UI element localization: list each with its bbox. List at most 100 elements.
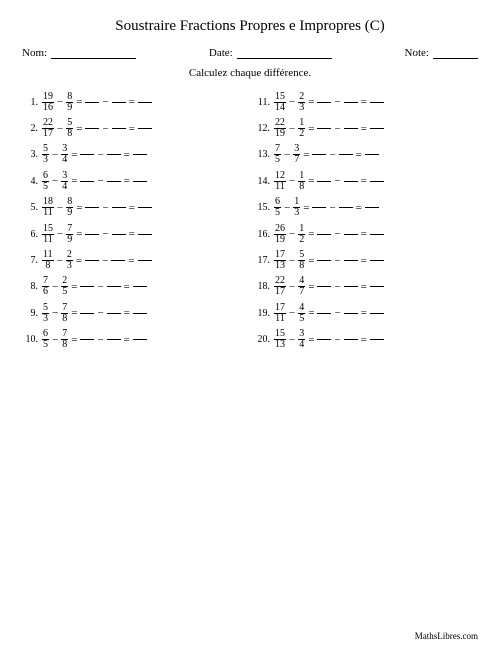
minus-sign: − xyxy=(289,281,295,293)
blank-fraction[interactable] xyxy=(312,148,326,161)
blank-fraction[interactable] xyxy=(80,148,94,161)
blank-fraction[interactable] xyxy=(370,228,384,241)
fraction: 65 xyxy=(42,171,49,192)
blank-fraction[interactable] xyxy=(365,148,379,161)
blank-fraction[interactable] xyxy=(344,254,358,267)
blank-fraction[interactable] xyxy=(317,122,331,135)
blank-fraction[interactable] xyxy=(85,201,99,214)
blank-fraction[interactable] xyxy=(344,122,358,135)
blank-fraction[interactable] xyxy=(370,280,384,293)
blank-fraction[interactable] xyxy=(111,254,125,267)
blank-fraction[interactable] xyxy=(107,333,121,346)
blank-fraction[interactable] xyxy=(80,175,94,188)
problem-number: 14. xyxy=(254,176,270,187)
blank-fraction[interactable] xyxy=(339,201,353,214)
blank-fraction[interactable] xyxy=(138,96,152,109)
blank-fraction[interactable] xyxy=(112,201,126,214)
blank-fraction[interactable] xyxy=(370,96,384,109)
fraction: 78 xyxy=(61,303,68,324)
blank-fraction[interactable] xyxy=(133,307,147,320)
equals-sign: = xyxy=(129,228,135,240)
blank-fraction[interactable] xyxy=(344,280,358,293)
blank-fraction[interactable] xyxy=(138,254,152,267)
blank-fraction[interactable] xyxy=(133,280,147,293)
blank-fraction[interactable] xyxy=(317,96,331,109)
equals-sign: = xyxy=(76,123,82,135)
blank-fraction[interactable] xyxy=(133,148,147,161)
blank-fraction[interactable] xyxy=(317,307,331,320)
minus-sign: − xyxy=(102,228,108,240)
blank-fraction[interactable] xyxy=(370,254,384,267)
equals-sign: = xyxy=(308,334,314,346)
blank-fraction[interactable] xyxy=(107,175,121,188)
blank-fraction[interactable] xyxy=(85,254,99,267)
left-column: 1.1916−89=−=2.2217−58=−=3.53−34=−=4.65−3… xyxy=(22,89,246,353)
minus-sign: − xyxy=(102,255,108,267)
minus-sign: − xyxy=(329,202,335,214)
problem-number: 1. xyxy=(22,97,38,108)
blank-fraction[interactable] xyxy=(80,280,94,293)
blank-fraction[interactable] xyxy=(107,307,121,320)
blank-fraction[interactable] xyxy=(138,201,152,214)
name-label: Nom: xyxy=(22,47,47,59)
blank-fraction[interactable] xyxy=(370,307,384,320)
problem-number: 16. xyxy=(254,229,270,240)
blank-fraction[interactable] xyxy=(112,228,126,241)
blank-fraction[interactable] xyxy=(133,175,147,188)
fraction: 78 xyxy=(61,329,68,350)
equals-sign: = xyxy=(128,255,134,267)
minus-sign: − xyxy=(334,123,340,135)
equals-sign: = xyxy=(76,228,82,240)
blank-fraction[interactable] xyxy=(339,148,353,161)
equals-sign: = xyxy=(361,175,367,187)
name-blank[interactable] xyxy=(51,47,136,59)
blank-fraction[interactable] xyxy=(370,122,384,135)
blank-fraction[interactable] xyxy=(85,122,99,135)
blank-fraction[interactable] xyxy=(80,307,94,320)
blank-fraction[interactable] xyxy=(365,201,379,214)
problem-number: 15. xyxy=(254,202,270,213)
blank-fraction[interactable] xyxy=(138,122,152,135)
note-blank[interactable] xyxy=(433,47,478,59)
problem-number: 2. xyxy=(22,123,38,134)
blank-fraction[interactable] xyxy=(133,333,147,346)
blank-fraction[interactable] xyxy=(344,175,358,188)
blank-fraction[interactable] xyxy=(112,96,126,109)
blank-fraction[interactable] xyxy=(317,175,331,188)
minus-sign: − xyxy=(284,202,290,214)
blank-fraction[interactable] xyxy=(80,333,94,346)
minus-sign: − xyxy=(52,281,58,293)
blank-fraction[interactable] xyxy=(312,201,326,214)
equals-sign: = xyxy=(308,307,314,319)
blank-fraction[interactable] xyxy=(344,333,358,346)
equals-sign: = xyxy=(308,281,314,293)
blank-fraction[interactable] xyxy=(344,228,358,241)
blank-fraction[interactable] xyxy=(344,96,358,109)
blank-fraction[interactable] xyxy=(107,148,121,161)
equals-sign: = xyxy=(361,96,367,108)
fraction: 1513 xyxy=(274,329,286,350)
header-fields: Nom: Date: Note: xyxy=(22,47,478,59)
problem-number: 7. xyxy=(22,255,38,266)
blank-fraction[interactable] xyxy=(344,307,358,320)
blank-fraction[interactable] xyxy=(317,280,331,293)
blank-fraction[interactable] xyxy=(317,228,331,241)
equals-sign: = xyxy=(129,202,135,214)
date-blank[interactable] xyxy=(237,47,332,59)
minus-sign: − xyxy=(52,307,58,319)
blank-fraction[interactable] xyxy=(317,333,331,346)
equals-sign: = xyxy=(308,96,314,108)
blank-fraction[interactable] xyxy=(112,122,126,135)
blank-fraction[interactable] xyxy=(370,333,384,346)
blank-fraction[interactable] xyxy=(317,254,331,267)
blank-fraction[interactable] xyxy=(85,228,99,241)
fraction: 1211 xyxy=(274,171,286,192)
problem-number: 13. xyxy=(254,149,270,160)
blank-fraction[interactable] xyxy=(138,228,152,241)
problem-number: 10. xyxy=(22,334,38,345)
blank-fraction[interactable] xyxy=(370,175,384,188)
blank-fraction[interactable] xyxy=(107,280,121,293)
problem-number: 6. xyxy=(22,229,38,240)
blank-fraction[interactable] xyxy=(85,96,99,109)
minus-sign: − xyxy=(289,96,295,108)
